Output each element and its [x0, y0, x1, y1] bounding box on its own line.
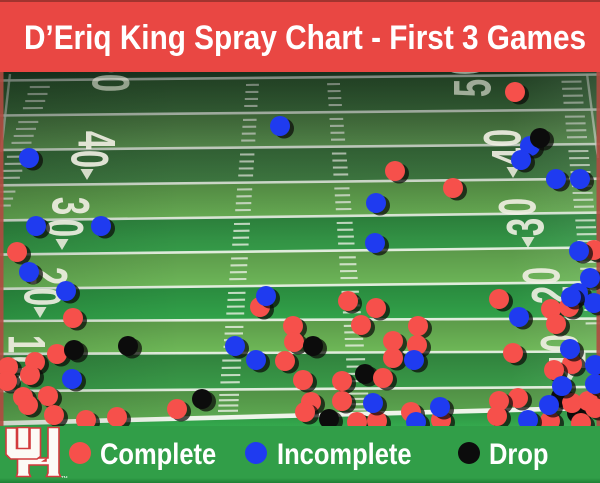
svg-text:3: 3 [497, 218, 556, 236]
svg-text:0: 0 [489, 198, 548, 216]
svg-text:4: 4 [67, 131, 126, 150]
svg-text:0: 0 [60, 150, 119, 168]
svg-text:5: 5 [88, 72, 147, 73]
svg-text:0: 0 [81, 74, 140, 92]
svg-text:3: 3 [41, 197, 100, 215]
svg-text:1: 1 [0, 335, 55, 353]
svg-text:5: 5 [444, 79, 503, 97]
svg-text:TM: TM [61, 475, 68, 480]
svg-text:0: 0 [513, 267, 572, 285]
svg-text:0: 0 [474, 129, 533, 147]
svg-text:0: 0 [35, 219, 94, 237]
svg-text:0: 0 [437, 72, 496, 75]
